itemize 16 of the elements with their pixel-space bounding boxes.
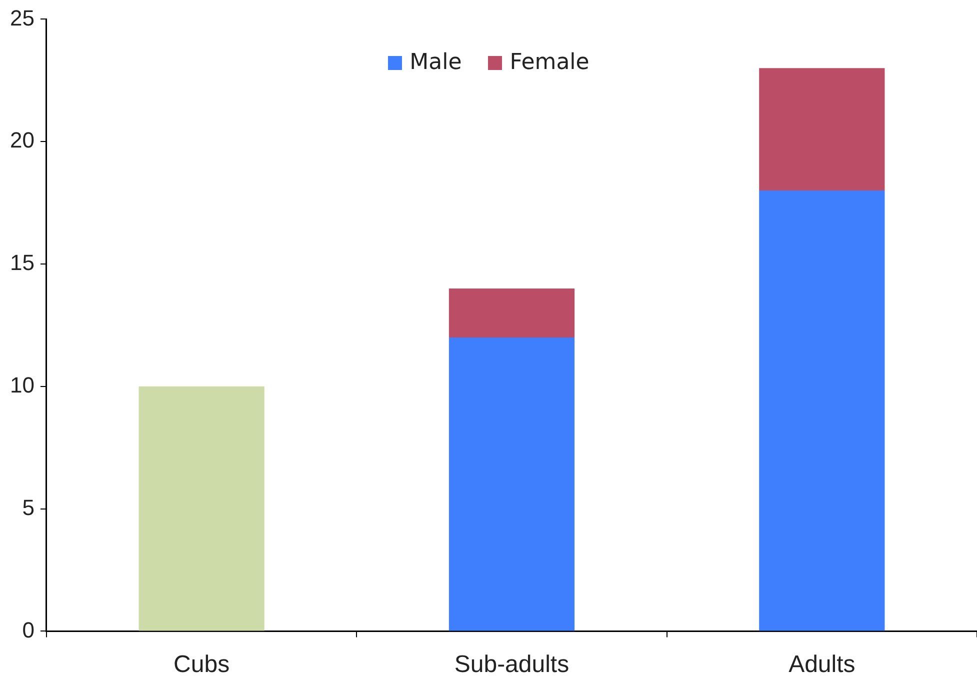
y-tick-label: 5 xyxy=(22,494,34,520)
bar xyxy=(759,190,885,631)
y-tick-label: 25 xyxy=(10,5,34,30)
bar xyxy=(138,386,264,631)
y-tick-label: 15 xyxy=(10,250,34,276)
legend-label: Female xyxy=(510,50,590,75)
legend-label: Male xyxy=(410,50,462,75)
y-tick-label: 10 xyxy=(10,372,34,398)
bar xyxy=(759,68,885,191)
x-tick-label: Sub-adults xyxy=(454,651,570,678)
bar xyxy=(448,288,575,338)
y-tick-label: 20 xyxy=(10,128,34,153)
x-tick-label: Adults xyxy=(788,651,856,678)
x-tick-label: Cubs xyxy=(174,651,230,678)
bar xyxy=(448,337,575,631)
y-tick-label: 0 xyxy=(22,617,34,642)
